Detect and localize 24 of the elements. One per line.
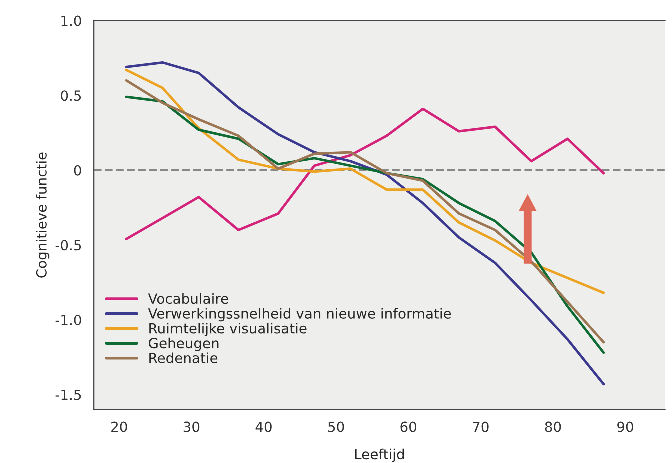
x-tick-label: 50 xyxy=(328,422,344,432)
line-series xyxy=(125,68,606,294)
y-tick-label: 0.5 xyxy=(61,90,82,102)
y-tick-label: -0.5 xyxy=(56,240,82,251)
x-tick-label: 60 xyxy=(400,422,417,432)
x-tick-label: 90 xyxy=(618,422,634,432)
legend-label: Verwerkingssnelheid van nieuwe informatie xyxy=(148,308,452,322)
x-axis-title: Leeftijd xyxy=(355,448,404,462)
y-tick-label: 1.0 xyxy=(62,16,82,26)
y-tick-label: -1.5 xyxy=(56,390,82,400)
x-tick-label: 70 xyxy=(473,422,489,432)
x-tick-label: 40 xyxy=(256,422,272,432)
y-axis-title: Cognitieve functie xyxy=(36,152,50,278)
legend-label: Ruimtelijke visualisatie xyxy=(150,323,307,336)
y-tick-label: 0 xyxy=(74,165,82,176)
y-tick-label: -1.0 xyxy=(56,314,82,326)
line-series xyxy=(125,61,606,386)
x-tick-label: 30 xyxy=(184,422,200,432)
legend-label: Vocabulaire xyxy=(148,293,228,304)
x-tick-label: 20 xyxy=(112,422,128,432)
x-tick-label: 80 xyxy=(545,422,562,432)
legend-label: Redenatie xyxy=(150,352,218,364)
legend-label: Geheugen xyxy=(149,338,219,352)
line-series xyxy=(125,108,606,240)
